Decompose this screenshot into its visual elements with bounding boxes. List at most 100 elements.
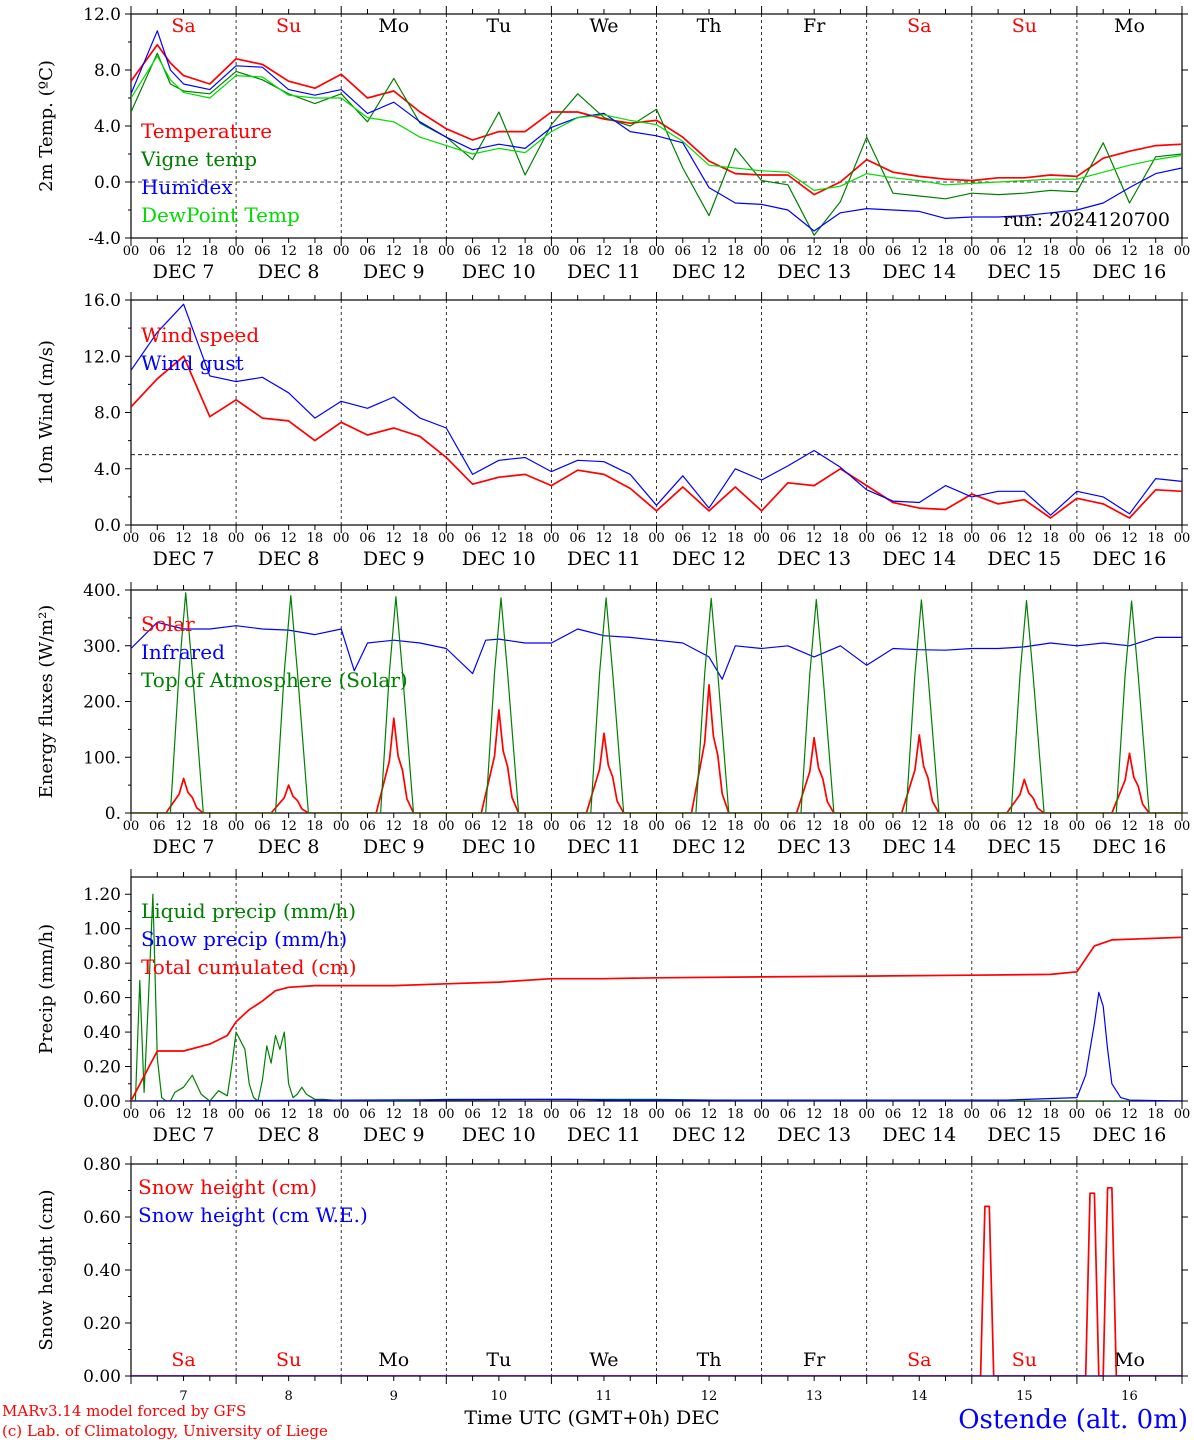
x-date-label: DEC 15 bbox=[987, 261, 1061, 283]
x-hour-label: 06 bbox=[885, 1107, 902, 1122]
x-date-label: DEC 11 bbox=[567, 1124, 641, 1146]
x-date-label: DEC 9 bbox=[363, 836, 425, 858]
x-hour-label: 06 bbox=[359, 531, 376, 546]
x-date-label: DEC 15 bbox=[987, 1124, 1061, 1146]
x-hour-label: 06 bbox=[990, 244, 1007, 259]
x-hour-label: 18 bbox=[202, 244, 219, 259]
x-day-number: 11 bbox=[596, 1389, 613, 1404]
x-hour-label: 18 bbox=[307, 819, 324, 834]
x-hour-label: 06 bbox=[780, 531, 797, 546]
x-hour-label: 12 bbox=[1016, 244, 1033, 259]
x-hour-label: 12 bbox=[1121, 244, 1138, 259]
y-axis-label: 2m Temp. (ºC) bbox=[36, 60, 57, 192]
x-hour-label: 00 bbox=[858, 819, 875, 834]
x-hour-label: 00 bbox=[648, 244, 665, 259]
x-hour-label: 06 bbox=[254, 244, 271, 259]
x-hour-label: 06 bbox=[464, 531, 481, 546]
weekday-label: We bbox=[589, 1349, 618, 1371]
x-hour-label: 06 bbox=[254, 819, 271, 834]
x-date-label: DEC 11 bbox=[567, 261, 641, 283]
x-hour-label: 18 bbox=[202, 1107, 219, 1122]
x-date-label: DEC 8 bbox=[258, 261, 320, 283]
series-line-top-of-atmosphere-solar- bbox=[131, 592, 1182, 813]
x-hour-label: 00 bbox=[1069, 819, 1086, 834]
legend-entry: Snow height (cm W.E.) bbox=[138, 1203, 368, 1227]
footer-model-text: MARv3.14 model forced by GFS bbox=[2, 1402, 246, 1420]
x-hour-label: 06 bbox=[675, 244, 692, 259]
x-hour-label: 06 bbox=[780, 244, 797, 259]
x-hour-label: 06 bbox=[569, 244, 586, 259]
legend-entry: Liquid precip (mm/h) bbox=[141, 899, 356, 923]
x-hour-label: 18 bbox=[727, 1107, 744, 1122]
x-hour-label: 00 bbox=[438, 1107, 455, 1122]
x-hour-label: 12 bbox=[806, 819, 823, 834]
series-group bbox=[131, 592, 1182, 813]
x-date-label: DEC 12 bbox=[672, 836, 746, 858]
weekday-label: Sa bbox=[907, 1349, 931, 1371]
weekday-label: Th bbox=[697, 15, 722, 37]
x-hour-label: 18 bbox=[1147, 531, 1164, 546]
x-hour-label: 18 bbox=[937, 531, 954, 546]
x-hour-label: 06 bbox=[885, 531, 902, 546]
x-hour-label: 18 bbox=[1147, 1107, 1164, 1122]
y-tick-label: 0.0 bbox=[94, 516, 121, 536]
x-hour-label: 18 bbox=[412, 1107, 429, 1122]
x-date-label: DEC 15 bbox=[987, 548, 1061, 570]
panel-temp: -4.0 0.0 4.0 8.0 12.0 2m Temp. (ºC) 00 06 12 18 DE… bbox=[36, 5, 1190, 283]
x-hour-label: 06 bbox=[675, 1107, 692, 1122]
x-hour-label: 12 bbox=[1016, 819, 1033, 834]
x-date-label: DEC 10 bbox=[462, 261, 536, 283]
y-tick-label: 12.0 bbox=[83, 347, 121, 367]
x-hour-label: 12 bbox=[596, 819, 613, 834]
x-hour-label: 06 bbox=[359, 1107, 376, 1122]
x-hour-label: 00 bbox=[648, 1107, 665, 1122]
y-tick-label: 200. bbox=[83, 693, 121, 713]
x-date-label: DEC 16 bbox=[1093, 261, 1167, 283]
x-hour-label: 18 bbox=[517, 819, 534, 834]
x-hour-label: 00 bbox=[333, 819, 350, 834]
x-hour-label: 12 bbox=[806, 244, 823, 259]
x-hour-label: 00 bbox=[1174, 819, 1191, 834]
x-hour-label: 06 bbox=[990, 819, 1007, 834]
x-hour-label: 18 bbox=[727, 244, 744, 259]
x-hour-label: 00 bbox=[228, 244, 245, 259]
x-hour-label: 06 bbox=[990, 531, 1007, 546]
x-date-label: DEC 15 bbox=[987, 836, 1061, 858]
x-hour-label: 12 bbox=[1016, 1107, 1033, 1122]
y-tick-label: 0.60 bbox=[83, 1208, 121, 1228]
x-hour-label: 12 bbox=[911, 819, 928, 834]
x-date-label: DEC 7 bbox=[153, 548, 215, 570]
x-hour-label: 18 bbox=[1042, 819, 1059, 834]
weekday-label: Mo bbox=[1114, 15, 1145, 37]
footer-credit-text: (c) Lab. of Climatology, University of L… bbox=[2, 1422, 328, 1440]
meteogram-panels: -4.0 0.0 4.0 8.0 12.0 2m Temp. (ºC) 00 06 12 18 DE… bbox=[36, 5, 1190, 1404]
legend-entry: Solar bbox=[141, 612, 195, 636]
x-date-label: DEC 7 bbox=[153, 261, 215, 283]
x-hour-label: 18 bbox=[1042, 244, 1059, 259]
x-date-label: DEC 13 bbox=[777, 261, 851, 283]
x-hour-label: 00 bbox=[543, 244, 560, 259]
weekday-label: We bbox=[589, 15, 618, 37]
x-hour-label: 18 bbox=[622, 244, 639, 259]
x-hour-label: 06 bbox=[1095, 244, 1112, 259]
y-tick-label: 0.60 bbox=[83, 989, 121, 1009]
weekday-label: Fr bbox=[803, 1349, 826, 1371]
x-hour-label: 18 bbox=[622, 1107, 639, 1122]
x-hour-label: 18 bbox=[622, 819, 639, 834]
weekday-label: Th bbox=[697, 1349, 722, 1371]
series-line-dewpoint-temp bbox=[131, 55, 1182, 191]
x-date-label: DEC 8 bbox=[258, 1124, 320, 1146]
x-hour-label: 12 bbox=[596, 244, 613, 259]
x-hour-label: 06 bbox=[569, 1107, 586, 1122]
x-hour-label: 12 bbox=[701, 1107, 718, 1122]
x-hour-label: 18 bbox=[412, 244, 429, 259]
x-hour-label: 00 bbox=[123, 1107, 140, 1122]
x-hour-label: 12 bbox=[1121, 819, 1138, 834]
x-hour-label: 12 bbox=[1121, 531, 1138, 546]
x-hour-label: 00 bbox=[753, 531, 770, 546]
x-hour-label: 18 bbox=[622, 531, 639, 546]
series-group bbox=[131, 1186, 1182, 1376]
x-hour-label: 12 bbox=[385, 1107, 402, 1122]
x-hour-label: 12 bbox=[701, 819, 718, 834]
weekday-label: Su bbox=[1012, 15, 1037, 37]
